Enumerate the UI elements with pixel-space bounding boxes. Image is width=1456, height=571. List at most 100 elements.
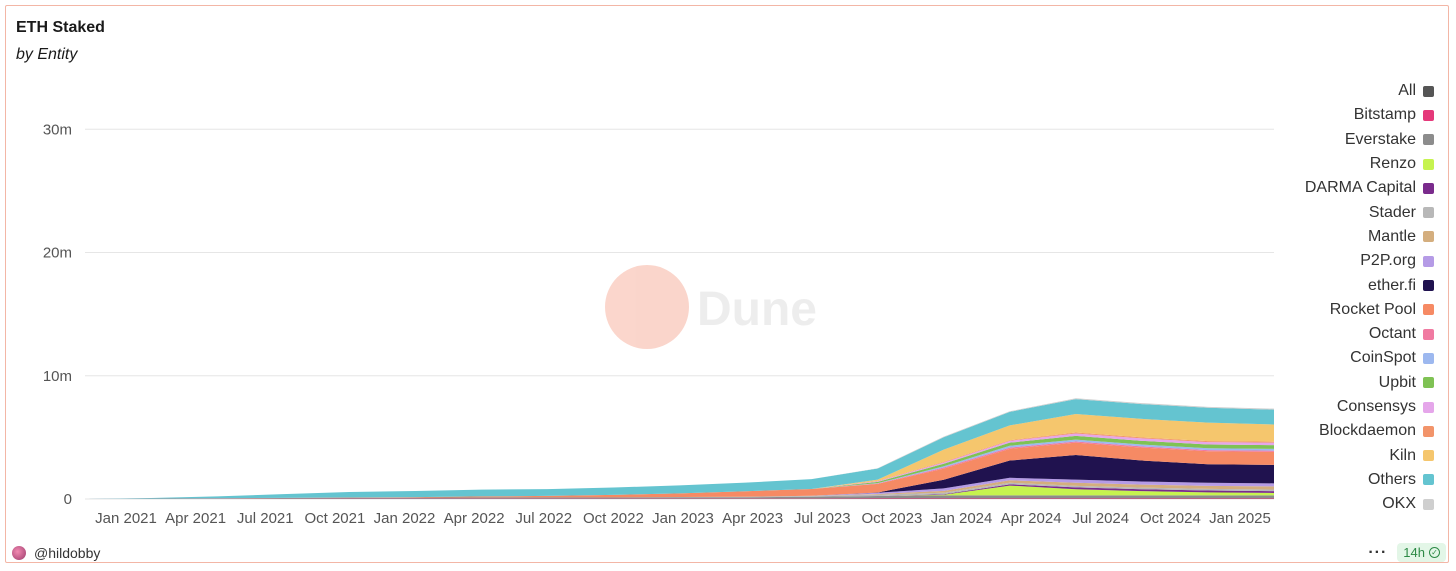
legend-item-okx[interactable]: OKX <box>1274 492 1434 516</box>
legend-label: OKX <box>1382 495 1416 513</box>
x-tick-label: Jul 2024 <box>1072 510 1129 527</box>
legend-label: Everstake <box>1344 130 1416 148</box>
legend-label: Octant <box>1368 325 1416 343</box>
legend-swatch <box>1423 158 1434 170</box>
legend-label: Bitstamp <box>1353 106 1416 124</box>
x-tick-label: Jan 2024 <box>931 510 993 527</box>
author-link[interactable]: @hildobby <box>34 545 101 561</box>
legend-swatch <box>1423 182 1434 194</box>
area-series-upbit[interactable] <box>85 435 1274 499</box>
footer-actions: ··· 14h ✓ <box>1368 543 1446 562</box>
legend-item-kiln[interactable]: Kiln <box>1274 443 1434 467</box>
refresh-status-badge[interactable]: 14h ✓ <box>1397 543 1446 562</box>
y-tick-label: 20m <box>43 245 72 262</box>
legend-swatch <box>1423 328 1434 340</box>
area-series-kiln[interactable] <box>85 413 1274 499</box>
legend-label: Blockdaemon <box>1319 422 1416 440</box>
legend-label: Others <box>1367 470 1416 488</box>
legend-label: ether.fi <box>1367 276 1416 294</box>
area-series-consensys[interactable] <box>85 433 1274 499</box>
legend-item-renzo[interactable]: Renzo <box>1274 152 1434 176</box>
x-tick-label: Jan 2023 <box>652 510 714 527</box>
legend-swatch <box>1423 425 1434 437</box>
legend-item-mantle[interactable]: Mantle <box>1274 225 1434 249</box>
chart-title: ETH Staked <box>16 19 105 36</box>
chart-subtitle: by Entity <box>16 46 78 63</box>
check-circle-icon: ✓ <box>1429 547 1440 558</box>
area-series-blockdaemon[interactable] <box>85 432 1274 499</box>
legend-swatch <box>1423 280 1434 292</box>
legend-swatch <box>1423 498 1434 510</box>
legend-swatch <box>1423 352 1434 364</box>
x-tick-label: Jan 2021 <box>95 510 157 527</box>
more-options-button[interactable]: ··· <box>1368 543 1388 561</box>
legend-item-darma-capital[interactable]: DARMA Capital <box>1274 176 1434 200</box>
y-tick-label: 10m <box>43 368 72 385</box>
y-tick-label: 30m <box>43 121 72 138</box>
legend-swatch <box>1423 304 1434 316</box>
x-tick-label: Jul 2023 <box>794 510 851 527</box>
area-series-p2p-org[interactable] <box>85 477 1274 499</box>
area-series-everstake[interactable] <box>85 495 1274 499</box>
x-tick-label: Apr 2022 <box>444 510 505 527</box>
legend-label: Renzo <box>1369 155 1416 173</box>
area-series-coinspot[interactable] <box>85 439 1274 499</box>
x-tick-label: Oct 2022 <box>583 510 644 527</box>
area-series-ether-fi[interactable] <box>85 455 1274 499</box>
x-tick-label: Jan 2022 <box>374 510 436 527</box>
chart-legend: All Bitstamp Everstake Renzo DARMA Capital St… <box>1274 79 1434 517</box>
legend-swatch <box>1423 401 1434 413</box>
legend-label: Stader <box>1368 203 1416 221</box>
legend-label: All <box>1398 82 1416 100</box>
x-tick-label: Jul 2021 <box>237 510 294 527</box>
legend-swatch <box>1423 255 1434 267</box>
legend-item-octant[interactable]: Octant <box>1274 322 1434 346</box>
y-tick-label: 0 <box>64 491 72 508</box>
refresh-age: 14h <box>1403 545 1425 560</box>
area-series-octant[interactable] <box>85 441 1274 499</box>
legend-label: Kiln <box>1389 446 1416 464</box>
legend-item-stader[interactable]: Stader <box>1274 200 1434 224</box>
x-tick-label: Oct 2023 <box>861 510 922 527</box>
legend-swatch <box>1423 109 1434 121</box>
x-tick-label: Apr 2021 <box>165 510 226 527</box>
legend-label: P2P.org <box>1360 252 1416 270</box>
avatar[interactable] <box>12 546 26 560</box>
legend-label: Rocket Pool <box>1329 300 1416 318</box>
legend-label: CoinSpot <box>1350 349 1416 367</box>
legend-label: Upbit <box>1378 373 1416 391</box>
legend-swatch <box>1423 134 1434 146</box>
legend-item-blockdaemon[interactable]: Blockdaemon <box>1274 419 1434 443</box>
legend-item-upbit[interactable]: Upbit <box>1274 371 1434 395</box>
legend-label: Mantle <box>1367 227 1416 245</box>
x-tick-label: Apr 2024 <box>1001 510 1062 527</box>
x-tick-label: Oct 2024 <box>1140 510 1201 527</box>
legend-swatch <box>1423 377 1434 389</box>
x-tick-label: Jul 2022 <box>515 510 572 527</box>
x-tick-label: Oct 2021 <box>304 510 365 527</box>
legend-item-ether-fi[interactable]: ether.fi <box>1274 273 1434 297</box>
dune-watermark: Dune <box>605 265 817 349</box>
legend-item-consensys[interactable]: Consensys <box>1274 395 1434 419</box>
legend-item-bitstamp[interactable]: Bitstamp <box>1274 103 1434 127</box>
watermark-text: Dune <box>697 283 817 336</box>
chart-footer: @hildobby <box>12 545 100 561</box>
x-tick-label: Jan 2025 <box>1209 510 1271 527</box>
legend-swatch <box>1423 474 1434 486</box>
dune-logo-icon <box>605 265 689 349</box>
legend-item-all[interactable]: All <box>1274 79 1434 103</box>
legend-swatch <box>1423 450 1434 462</box>
legend-item-p2p-org[interactable]: P2P.org <box>1274 249 1434 273</box>
legend-item-others[interactable]: Others <box>1274 468 1434 492</box>
legend-item-everstake[interactable]: Everstake <box>1274 128 1434 152</box>
x-tick-label: Apr 2023 <box>722 510 783 527</box>
area-series-others[interactable] <box>85 399 1274 499</box>
legend-item-coinspot[interactable]: CoinSpot <box>1274 346 1434 370</box>
legend-label: DARMA Capital <box>1304 179 1416 197</box>
legend-item-rocket-pool[interactable]: Rocket Pool <box>1274 298 1434 322</box>
legend-swatch <box>1423 231 1434 243</box>
legend-swatch <box>1423 207 1434 219</box>
legend-swatch <box>1423 85 1434 97</box>
area-series-renzo[interactable] <box>85 485 1274 499</box>
